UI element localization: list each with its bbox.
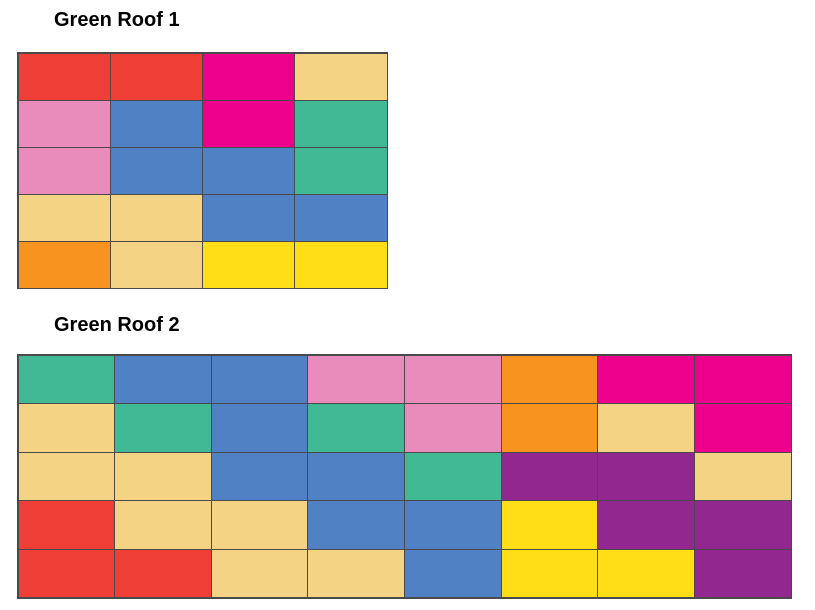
roof-cell-pink <box>307 354 405 405</box>
roof-cell-teal <box>307 403 405 453</box>
roof-cell-blue <box>210 451 309 502</box>
roof-cell-tan <box>210 548 309 599</box>
roof-cell-blue <box>202 193 296 242</box>
roof-cell-magenta <box>202 99 296 148</box>
roof-cell-blue <box>210 403 309 453</box>
roof-cell-tan <box>114 451 212 502</box>
roof-cell-magenta <box>597 354 695 405</box>
roof-cell-tan <box>693 451 792 502</box>
roof-cell-blue <box>109 99 203 148</box>
roof-cell-blue <box>202 146 296 195</box>
roof-cell-tan <box>597 403 695 453</box>
green-roof-2-title: Green Roof 2 <box>54 314 180 336</box>
roof-cell-red <box>17 548 116 599</box>
roof-cell-yellow <box>597 548 695 599</box>
roof-cell-blue <box>294 193 388 242</box>
roof-cell-magenta <box>202 52 296 101</box>
roof-cell-blue <box>307 451 405 502</box>
roof-cell-tan <box>210 500 309 550</box>
roof-cell-teal <box>404 451 502 502</box>
roof-cell-tan <box>17 451 116 502</box>
roof-cell-blue <box>109 146 203 195</box>
roof-cell-yellow <box>294 240 388 289</box>
roof-cell-tan <box>109 193 203 242</box>
roof-cell-yellow <box>500 548 599 599</box>
roof-cell-purple <box>597 500 695 550</box>
green-roof-1-title: Green Roof 1 <box>54 9 180 31</box>
green-roof-2-grid <box>17 354 792 599</box>
roof-cell-orange <box>500 354 599 405</box>
green-roof-1-grid <box>17 52 388 289</box>
roof-cell-purple <box>693 548 792 599</box>
roof-cell-red <box>114 548 212 599</box>
roof-cell-tan <box>17 403 116 453</box>
roof-cell-teal <box>17 354 116 405</box>
roof-cell-purple <box>693 500 792 550</box>
roof-cell-orange <box>500 403 599 453</box>
roof-cell-yellow <box>202 240 296 289</box>
roof-cell-orange <box>17 240 111 289</box>
roof-cell-red <box>109 52 203 101</box>
roof-cell-blue <box>114 354 212 405</box>
roof-cell-teal <box>294 146 388 195</box>
roof-cell-red <box>17 52 111 101</box>
roof-cell-teal <box>114 403 212 453</box>
roof-cell-pink <box>17 146 111 195</box>
roof-cell-purple <box>597 451 695 502</box>
roof-cell-yellow <box>500 500 599 550</box>
roof-cell-blue <box>307 500 405 550</box>
roof-cell-blue <box>210 354 309 405</box>
roof-cell-tan <box>114 500 212 550</box>
roof-cell-magenta <box>693 403 792 453</box>
roof-cell-teal <box>294 99 388 148</box>
roof-cell-tan <box>307 548 405 599</box>
roof-cell-red <box>17 500 116 550</box>
roof-cell-pink <box>404 403 502 453</box>
roof-cell-blue <box>404 548 502 599</box>
roof-cell-pink <box>404 354 502 405</box>
roof-cell-tan <box>294 52 388 101</box>
roof-cell-purple <box>500 451 599 502</box>
roof-cell-magenta <box>693 354 792 405</box>
roof-cell-blue <box>404 500 502 550</box>
roof-cell-pink <box>17 99 111 148</box>
roof-cell-tan <box>17 193 111 242</box>
roof-cell-tan <box>109 240 203 289</box>
